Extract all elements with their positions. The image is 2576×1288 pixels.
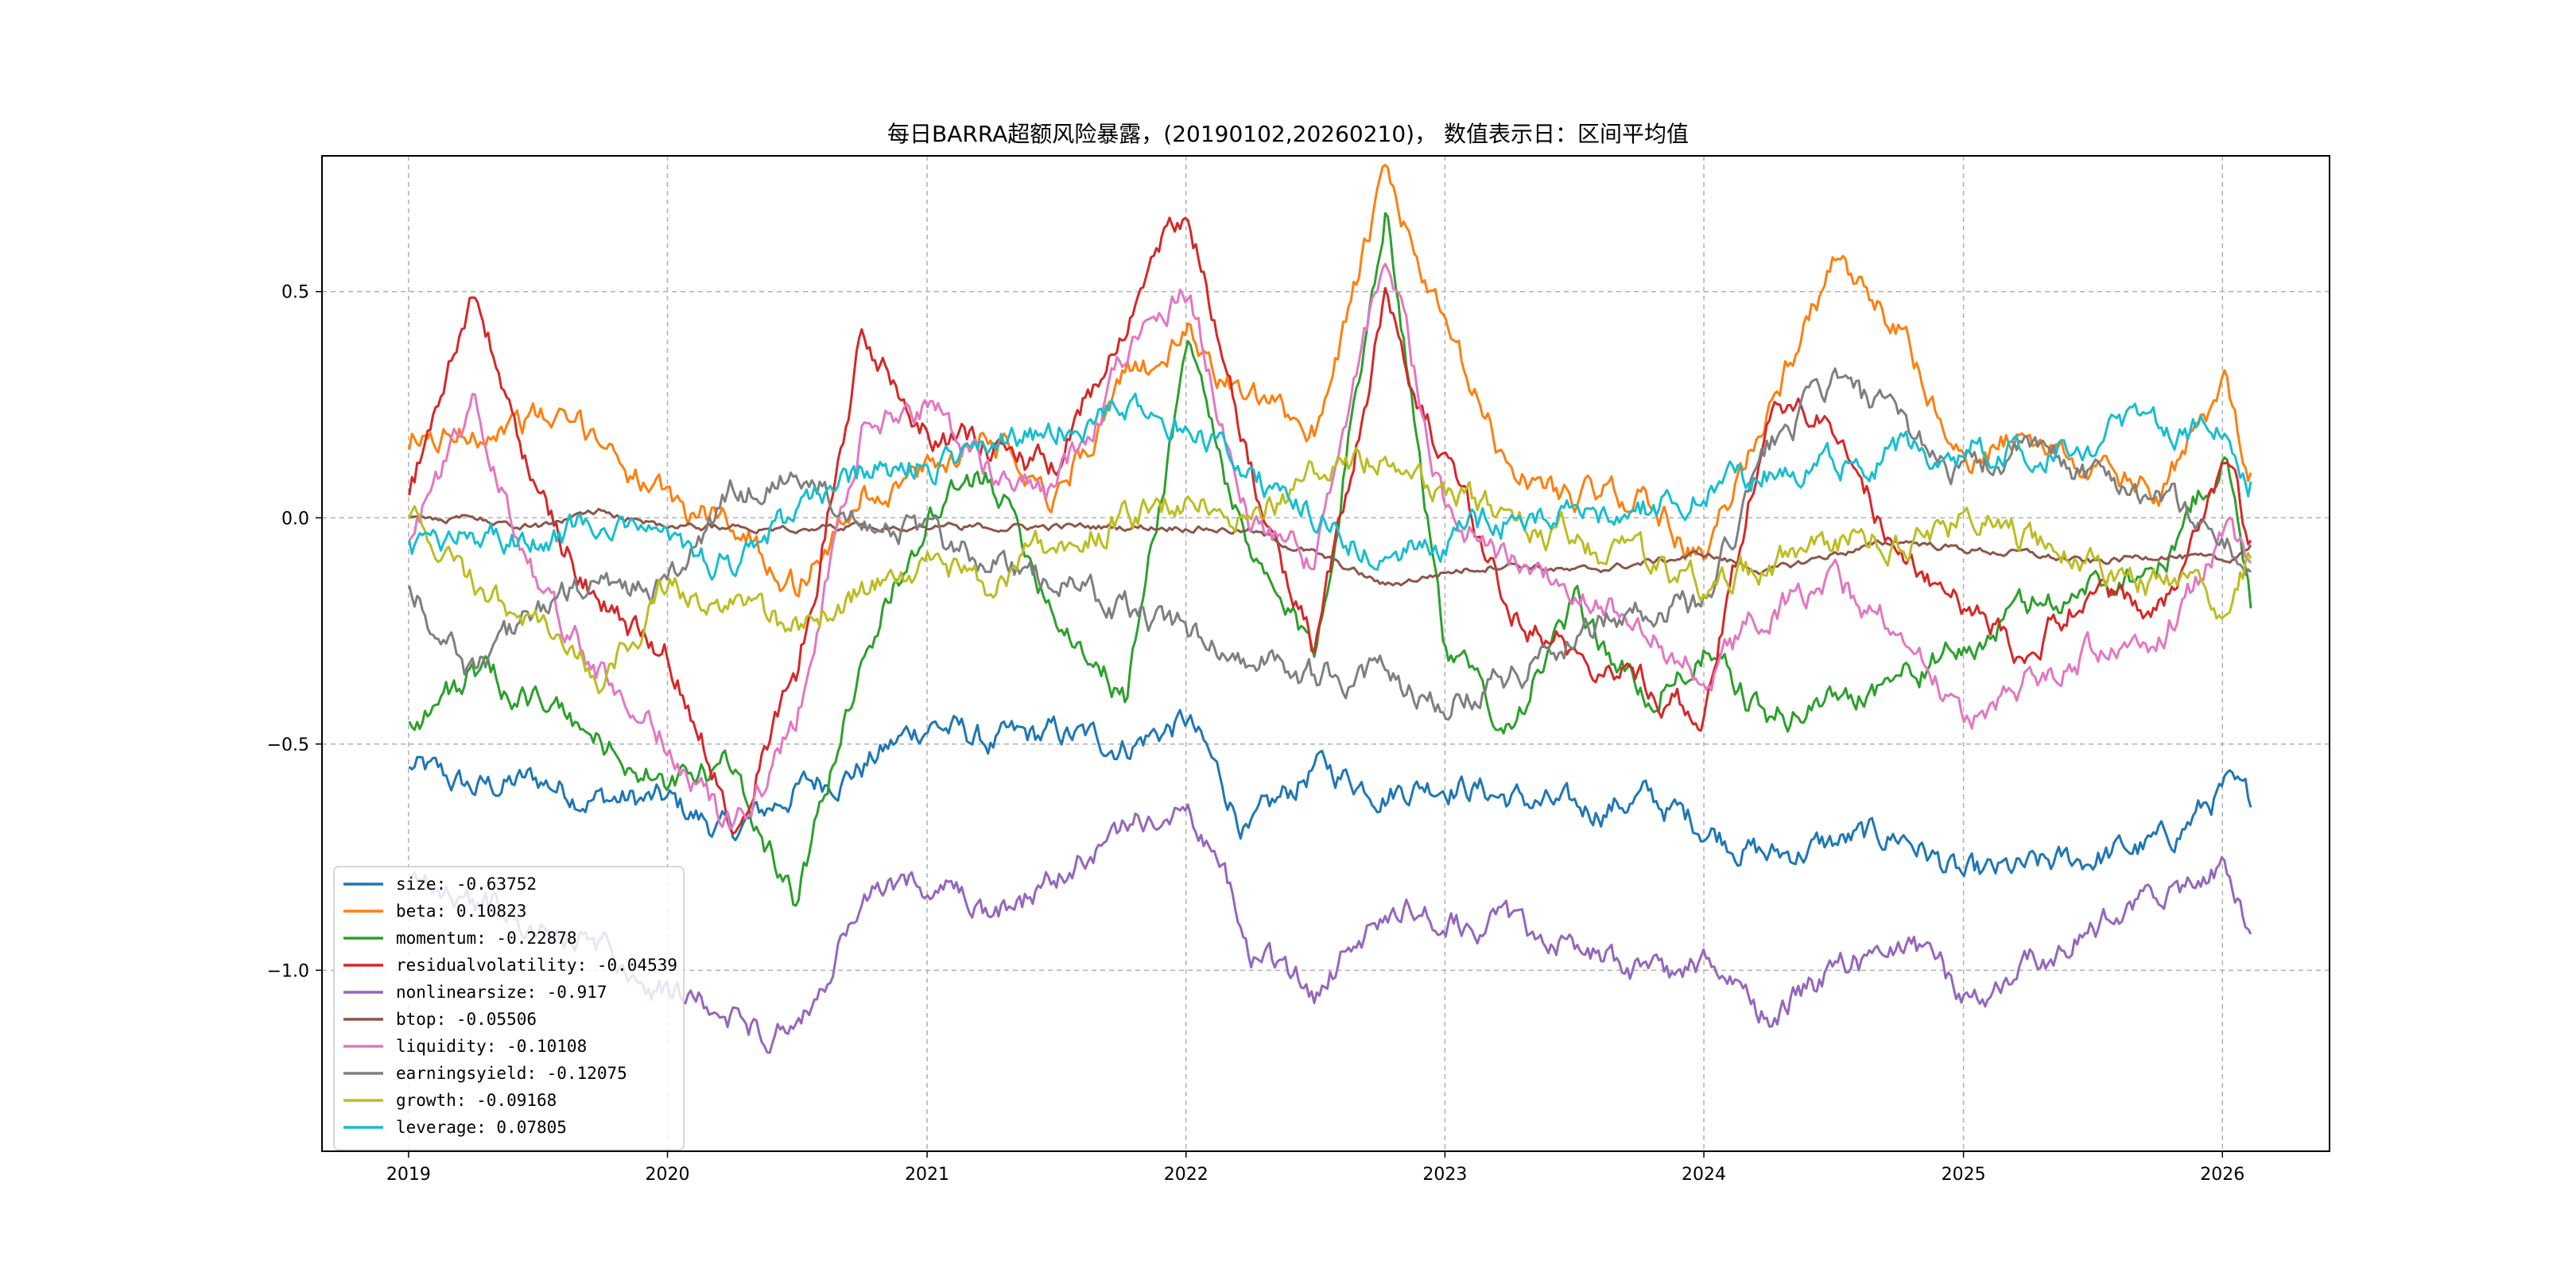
legend-entry-beta: beta: 0.10823: [396, 902, 526, 921]
x-axis: 2019 2020 2021 2022 2023 2024 2025 2026: [386, 1151, 2244, 1185]
x-tick-label: 2024: [1682, 1165, 1726, 1185]
series-line-leverage: [408, 392, 2252, 581]
legend-entry-nonlinearsize: nonlinearsize: -0.917: [396, 983, 607, 1002]
legend-entry-momentum: momentum: -0.22878: [396, 929, 577, 948]
legend-entry-liquidity: liquidity: -0.10108: [396, 1037, 587, 1056]
x-tick-label: 2022: [1164, 1165, 1208, 1185]
y-tick-label: −0.5: [267, 735, 309, 755]
x-tick-label: 2025: [1942, 1165, 1986, 1185]
y-axis: −1.0 −0.5 0.0 0.5: [267, 283, 322, 981]
x-tick-label: 2026: [2200, 1165, 2244, 1185]
legend-entry-growth: growth: -0.09168: [396, 1091, 557, 1110]
legend-entry-residualvolatility: residualvolatility: -0.04539: [396, 956, 677, 975]
legend-entry-earningsyield: earningsyield: -0.12075: [396, 1064, 627, 1083]
series-line-momentum: [408, 211, 2252, 907]
y-tick-label: −1.0: [267, 961, 309, 981]
legend-entry-btop: btop: -0.05506: [396, 1010, 537, 1029]
y-tick-label: 0.0: [281, 509, 309, 529]
series-line-growth: [408, 447, 2252, 695]
x-tick-label: 2019: [386, 1165, 431, 1185]
x-tick-label: 2023: [1422, 1165, 1467, 1185]
series-line-size: [408, 708, 2252, 878]
x-tick-label: 2020: [646, 1165, 690, 1185]
series-line-btop: [409, 507, 2252, 587]
series-line-residualvolatility: [408, 216, 2252, 835]
legend: size: -0.63752 beta: 0.10823 momentum: -0.…: [333, 866, 685, 1150]
chart-title: 每日BARRA超额风险暴露，(20190102,20260210)， 数值表示日…: [887, 121, 1689, 147]
series-line-nonlinearsize: [408, 803, 2252, 1054]
y-tick-label: 0.5: [281, 283, 309, 303]
legend-entry-size: size: -0.63752: [396, 875, 537, 894]
series-line-liquidity: [408, 262, 2252, 831]
series-layer: [408, 164, 2252, 1054]
legend-entry-leverage: leverage: 0.07805: [396, 1118, 567, 1137]
plot-frame: [321, 155, 2330, 1152]
x-tick-label: 2021: [905, 1165, 949, 1185]
legend-box: [333, 866, 685, 1150]
